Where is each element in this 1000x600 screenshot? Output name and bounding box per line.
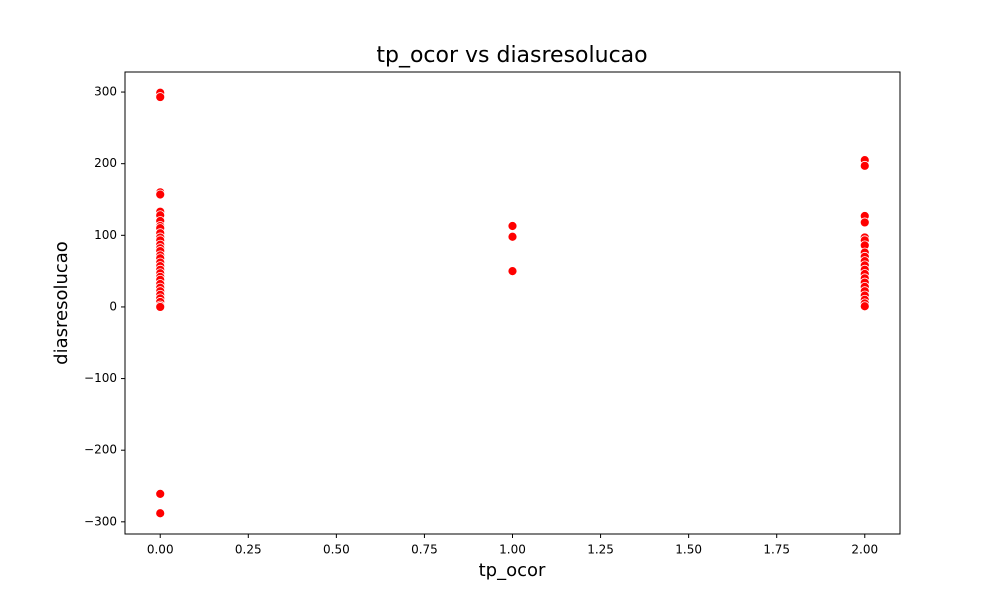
chart-title: tp_ocor vs diasresolucao [376, 43, 647, 68]
x-tick-label: 0.50 [323, 543, 350, 557]
x-tick-label: 2.00 [851, 543, 878, 557]
point [507, 221, 518, 231]
point [155, 302, 166, 312]
point [155, 488, 166, 499]
x-tick-label: 0.75 [411, 543, 438, 557]
x-axis-label: tp_ocor [479, 560, 546, 581]
point [507, 231, 518, 242]
x-tick-label: 1.75 [763, 543, 790, 557]
y-axis-label: diasresolucao [51, 241, 72, 365]
y-tick-label: 0 [109, 299, 117, 313]
x-tick-label: 1.50 [675, 543, 702, 557]
y-tick-label: −100 [84, 371, 117, 385]
y-tick-label: −200 [84, 443, 117, 457]
x-tick-label: 0.00 [147, 543, 174, 557]
point [155, 189, 166, 200]
point [155, 508, 166, 519]
x-tick-label: 1.00 [499, 543, 526, 557]
point [859, 217, 870, 228]
y-tick-label: 200 [94, 156, 117, 170]
point [859, 160, 870, 171]
point [859, 301, 870, 312]
x-tick-label: 1.25 [587, 543, 614, 557]
x-tick-label: 0.25 [235, 543, 262, 557]
y-tick-label: 300 [94, 85, 117, 99]
y-tick-label: −300 [84, 514, 117, 528]
point [507, 266, 518, 277]
plot-frame [124, 71, 901, 535]
y-tick-label: 100 [94, 228, 117, 242]
point [155, 92, 166, 102]
